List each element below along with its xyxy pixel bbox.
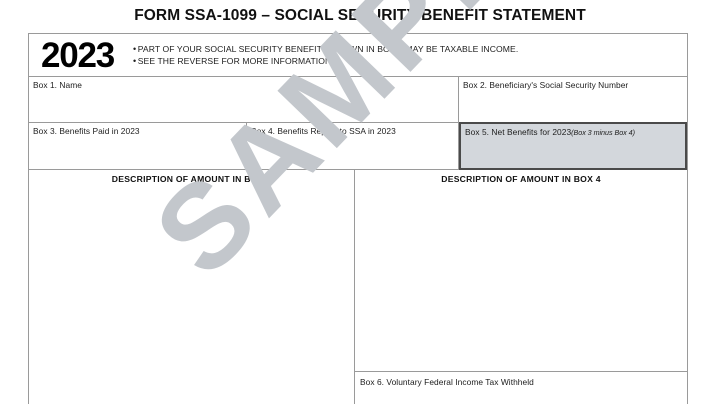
year-notice-band: 2023 • PART OF YOUR SOCIAL SECURITY BENEF…: [29, 34, 687, 77]
field-box2-ssn[interactable]: Box 2. Beneficiary's Social Security Num…: [459, 77, 687, 122]
field-box4-benefits-repaid[interactable]: Box 4. Benefits Repaid to SSA in 2023: [247, 123, 459, 169]
bullet-icon: •: [133, 44, 137, 54]
form-body: 2023 • PART OF YOUR SOCIAL SECURITY BENEF…: [28, 33, 688, 404]
box6-label: Box 6. Voluntary Federal Income Tax With…: [360, 377, 534, 387]
field-box6-federal-tax-withheld[interactable]: Box 6. Voluntary Federal Income Tax With…: [355, 371, 687, 404]
field-box3-benefits-paid[interactable]: Box 3. Benefits Paid in 2023: [29, 123, 247, 169]
field-box5-net-benefits[interactable]: Box 5. Net Benefits for 2023(Box 3 minus…: [459, 122, 687, 170]
notice-line-1-text: PART OF YOUR SOCIAL SECURITY BENEFITS SH…: [137, 44, 519, 54]
description-box3-header: DESCRIPTION OF AMOUNT IN BOX 3: [111, 174, 272, 184]
bullet-icon: •: [133, 56, 137, 67]
box1-label: Box 1. Name: [33, 80, 82, 90]
notice-line-2-text: SEE THE REVERSE FOR MORE INFORMATION.: [137, 56, 334, 67]
box4-label: Box 4. Benefits Repaid to SSA in 2023: [251, 126, 396, 136]
field-box1-name[interactable]: Box 1. Name: [29, 77, 459, 122]
description-box4-header: DESCRIPTION OF AMOUNT IN BOX 4: [441, 174, 601, 184]
box5-label: Box 5. Net Benefits for 2023(Box 3 minus…: [465, 127, 635, 138]
box2-label: Box 2. Beneficiary's Social Security Num…: [463, 80, 629, 90]
notice-list: • PART OF YOUR SOCIAL SECURITY BENEFITS S…: [133, 43, 681, 68]
box5-label-text: Box 5. Net Benefits for 2023: [465, 127, 572, 137]
box5-label-note: (Box 3 minus Box 4): [571, 128, 635, 137]
description-column-box4[interactable]: DESCRIPTION OF AMOUNT IN BOX 4 Box 6. Vo…: [355, 170, 687, 404]
tax-year-value: 2023: [41, 36, 115, 75]
notice-line-2: • SEE THE REVERSE FOR MORE INFORMATION.: [133, 55, 681, 67]
description-column-box3[interactable]: DESCRIPTION OF AMOUNT IN BOX 3: [29, 170, 355, 404]
page-title: FORM SSA-1099 – SOCIAL SECURITY BENEFIT …: [134, 7, 586, 24]
row-benefit-amounts: Box 3. Benefits Paid in 2023 Box 4. Bene…: [29, 122, 687, 170]
description-section: DESCRIPTION OF AMOUNT IN BOX 3 DESCRIPTI…: [29, 170, 687, 404]
notice-line-1: • PART OF YOUR SOCIAL SECURITY BENEFITS S…: [133, 43, 681, 55]
row-name-ssn: Box 1. Name Box 2. Beneficiary's Social …: [29, 77, 687, 123]
box3-label: Box 3. Benefits Paid in 2023: [33, 126, 140, 136]
